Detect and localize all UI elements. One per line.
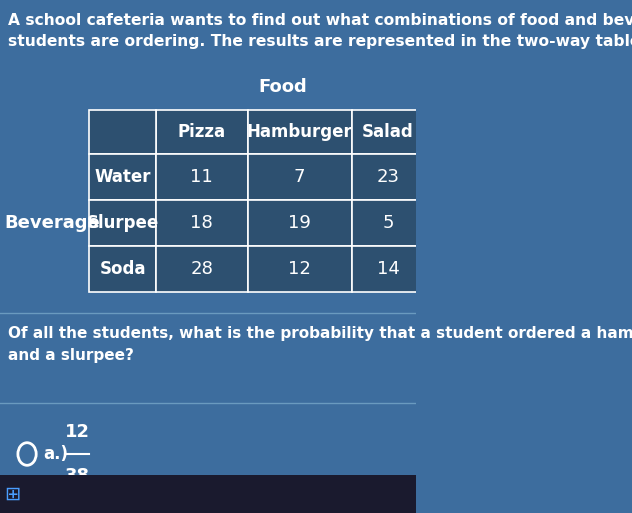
Bar (156, 246, 248, 292)
Bar (90, 110, 156, 154)
Bar (351, 154, 425, 200)
Bar (90, 154, 156, 200)
Text: 7: 7 (294, 168, 305, 186)
Text: Slurpee: Slurpee (87, 214, 159, 232)
Text: Water: Water (95, 168, 151, 186)
Text: Food: Food (258, 78, 307, 96)
Bar (351, 110, 425, 154)
Text: A school cafeteria wants to find out what combinations of food and beverage
stud: A school cafeteria wants to find out wha… (8, 13, 632, 49)
Bar (0, 475, 416, 513)
Text: Beverage: Beverage (4, 214, 100, 232)
Bar (248, 110, 351, 154)
Text: 23: 23 (377, 168, 399, 186)
Text: 12: 12 (288, 260, 311, 279)
Bar (90, 200, 156, 246)
Bar (248, 154, 351, 200)
Text: Soda: Soda (99, 260, 146, 279)
Text: 14: 14 (377, 260, 399, 279)
Bar (248, 246, 351, 292)
Text: Pizza: Pizza (178, 123, 226, 141)
Text: ⊞: ⊞ (4, 484, 21, 503)
Text: 12: 12 (64, 423, 90, 442)
Text: 5: 5 (382, 214, 394, 232)
Bar (248, 200, 351, 246)
Bar (351, 200, 425, 246)
Text: 28: 28 (190, 260, 213, 279)
Bar (351, 246, 425, 292)
Text: 19: 19 (288, 214, 311, 232)
Text: Salad: Salad (362, 123, 414, 141)
Text: 38: 38 (64, 466, 90, 485)
Text: a.): a.) (44, 445, 69, 463)
Bar (156, 154, 248, 200)
Text: 11: 11 (190, 168, 213, 186)
Bar (156, 110, 248, 154)
Text: Hamburger: Hamburger (246, 123, 353, 141)
Bar (90, 246, 156, 292)
Text: 18: 18 (190, 214, 213, 232)
Bar (156, 200, 248, 246)
Text: Of all the students, what is the probability that a student ordered a hamburger
: Of all the students, what is the probabi… (8, 326, 632, 363)
